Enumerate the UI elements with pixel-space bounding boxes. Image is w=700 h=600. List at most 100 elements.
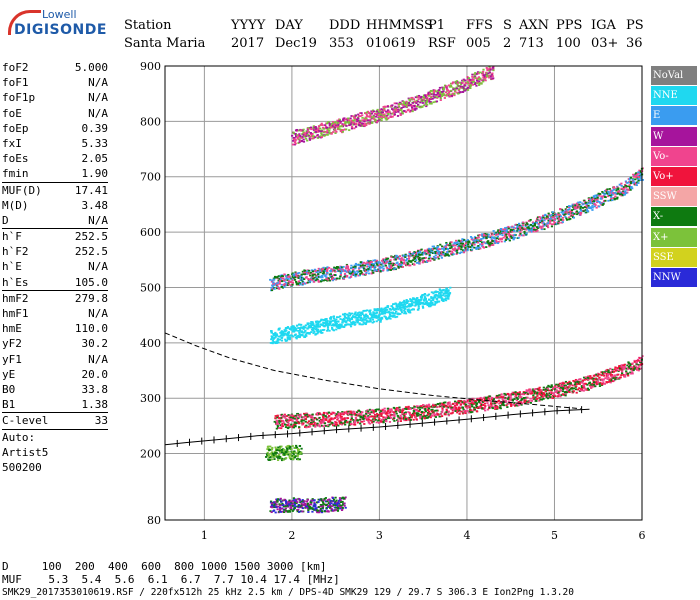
echo-point: [292, 138, 296, 141]
echo-point: [402, 301, 405, 304]
echo-point: [349, 276, 353, 278]
echo-point: [401, 303, 405, 306]
echo-point: [295, 272, 298, 275]
echo-point: [426, 409, 430, 412]
echo-point: [355, 118, 359, 121]
echo-point: [351, 316, 355, 318]
echo-point: [360, 272, 364, 275]
echo-point: [333, 122, 336, 125]
echo-point: [298, 272, 301, 274]
echo-point: [304, 329, 307, 332]
echo-point: [447, 254, 450, 257]
echo-point: [377, 413, 381, 416]
echo-point: [366, 320, 369, 323]
echo-point: [292, 273, 295, 276]
echo-point: [359, 314, 362, 317]
echo-point: [269, 342, 272, 344]
echo-point: [544, 387, 548, 390]
echo-point: [588, 207, 591, 209]
echo-point: [579, 213, 582, 216]
echo-point: [383, 407, 386, 410]
echo-point: [291, 418, 294, 420]
echo-point: [351, 121, 354, 123]
echo-point: [380, 117, 383, 120]
echo-point: [610, 197, 613, 200]
echo-point: [440, 297, 444, 300]
echo-point: [534, 388, 538, 390]
echo-point: [349, 117, 352, 120]
echo-point: [336, 415, 339, 417]
echo-point: [430, 299, 433, 302]
echo-point: [449, 247, 452, 250]
echo-point: [507, 398, 511, 400]
echo-point: [563, 382, 566, 385]
echo-point: [313, 421, 316, 424]
echo-point: [354, 412, 357, 415]
echo-point: [417, 302, 420, 305]
echo-point: [417, 410, 421, 412]
echo-point: [285, 284, 288, 287]
echo-point: [302, 128, 305, 131]
echo-point: [447, 297, 450, 300]
echo-point: [431, 404, 435, 407]
echo-point: [464, 247, 467, 249]
echo-point: [385, 412, 388, 415]
echo-point: [520, 393, 523, 396]
echo-point: [339, 266, 342, 268]
echo-point: [600, 374, 603, 377]
echo-point: [477, 400, 480, 402]
echo-point: [328, 329, 331, 332]
param-row-foes: foEs 2.05: [2, 151, 108, 166]
echo-point: [392, 303, 395, 306]
echo-point: [504, 393, 507, 396]
echo-trace: [269, 286, 452, 345]
echo-point: [424, 416, 427, 419]
echo-point: [429, 259, 432, 262]
echo-point: [542, 388, 545, 391]
echo-point: [330, 278, 334, 281]
echo-point: [496, 405, 499, 408]
echo-point: [558, 387, 561, 390]
echo-point: [525, 390, 528, 393]
echo-point: [342, 317, 345, 320]
echo-point: [346, 121, 349, 123]
param-value: 0.39: [81, 121, 109, 135]
echo-point: [298, 283, 302, 286]
echo-point: [372, 314, 376, 317]
echo-point: [325, 419, 328, 422]
header-value-axn: 713: [519, 36, 544, 51]
echo-point: [381, 310, 384, 313]
echo-point: [348, 119, 351, 122]
echo-point: [490, 236, 494, 239]
echo-point: [501, 402, 505, 405]
echo-point: [508, 400, 511, 403]
echo-point: [529, 397, 532, 400]
echo-point: [323, 267, 327, 270]
echo-point: [507, 231, 510, 234]
echo-point: [611, 199, 614, 202]
echo-point: [354, 272, 357, 275]
echo-point: [591, 209, 594, 211]
echo-point: [546, 397, 550, 400]
echo-point: [306, 281, 310, 284]
echo-point: [589, 385, 592, 388]
echo-point: [274, 415, 277, 417]
echo-point: [294, 425, 297, 428]
echo-point: [609, 367, 612, 370]
echo-point: [298, 333, 301, 336]
echo-point: [576, 388, 580, 391]
echo-point: [402, 258, 405, 261]
echo-point: [440, 254, 443, 257]
echo-point: [549, 220, 552, 223]
echo-point: [364, 270, 367, 273]
echo-point: [515, 403, 518, 406]
echo-point: [633, 368, 636, 370]
echo-point: [387, 310, 390, 313]
echo-point: [561, 384, 564, 387]
echo-point: [358, 412, 362, 415]
echo-point: [610, 379, 613, 382]
echo-point: [408, 260, 411, 263]
param-name: hmF2: [2, 291, 29, 305]
param-row-he: h`E N/A: [2, 259, 108, 274]
echo-point: [375, 414, 378, 417]
